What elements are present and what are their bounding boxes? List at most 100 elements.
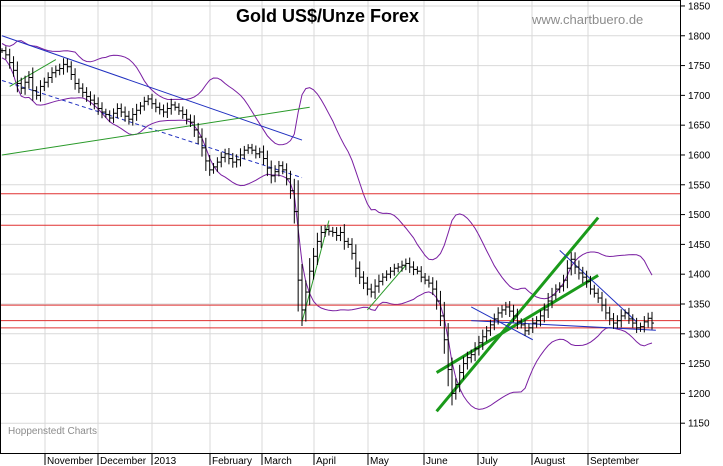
price-bar: [96, 97, 101, 115]
price-bar: [207, 154, 212, 176]
x-tick-label: August: [534, 456, 565, 466]
price-bar: [219, 152, 224, 168]
price-bar: [650, 311, 654, 330]
price-bar: [342, 224, 347, 250]
price-bar: [303, 280, 308, 322]
price-bar: [57, 63, 62, 76]
price-bar: [11, 56, 16, 77]
price-bar: [611, 313, 616, 329]
price-bar: [438, 290, 443, 327]
source-label: Hoppenstedt Charts: [8, 426, 97, 437]
y-axis: 1150 1200 1250 1300 1350 1400 1450 1500 1550 1600…: [680, 1, 711, 430]
price-bar: [357, 261, 362, 285]
price-bar: [323, 225, 328, 237]
x-tick-label: 2013: [154, 456, 177, 466]
price-bar: [534, 316, 539, 328]
price-bar: [196, 122, 201, 145]
price-bar: [415, 266, 420, 275]
price-bar: [569, 252, 574, 276]
x-tick-label: March: [264, 456, 292, 466]
price-bar: [161, 104, 166, 118]
price-bar: [380, 273, 385, 286]
price-bar: [473, 342, 478, 362]
price-bar: [603, 298, 608, 320]
trend-line: [301, 220, 330, 322]
bollinger-lower: [1, 57, 653, 410]
price-bar: [350, 238, 354, 260]
price-bar: [115, 103, 120, 119]
y-tick-label: 1850: [688, 1, 711, 12]
price-bar: [442, 301, 447, 354]
trend-line: [367, 264, 407, 311]
price-bar: [465, 351, 470, 370]
price-bar: [157, 102, 162, 115]
price-bar: [565, 260, 570, 289]
trend-line: [471, 320, 656, 331]
y-tick-label: 1250: [688, 359, 711, 370]
price-bar: [292, 178, 297, 224]
price-bar: [353, 244, 358, 278]
price-bar: [173, 101, 178, 111]
price-bar: [257, 147, 262, 159]
price-bar: [46, 72, 51, 88]
price-bar: [42, 77, 47, 92]
price-bar: [411, 261, 416, 276]
price-bar: [165, 102, 170, 118]
price-bar: [361, 271, 366, 290]
price-bar: [50, 67, 54, 83]
price-bar: [619, 309, 624, 328]
price-bar: [330, 226, 335, 237]
trend-line: [559, 249, 637, 323]
price-bar: [338, 226, 343, 242]
x-tick-label: June: [426, 456, 448, 466]
price-bar: [250, 143, 254, 155]
price-bar: [430, 277, 435, 296]
bollinger-upper: [1, 40, 653, 300]
price-bar: [246, 144, 251, 154]
x-tick-label: December: [100, 456, 147, 466]
price-bar: [211, 163, 216, 174]
x-tick-label: February: [212, 456, 252, 466]
price-bar: [238, 148, 243, 167]
x-tick-label: July: [480, 456, 498, 466]
price-bar: [142, 96, 147, 111]
y-tick-label: 1750: [688, 61, 711, 72]
price-bar: [407, 257, 412, 273]
price-bar: [523, 319, 528, 336]
price-bar: [61, 58, 66, 75]
price-bar: [388, 267, 393, 279]
price-bar: [326, 225, 331, 236]
price-bar: [261, 145, 266, 166]
price-bar: [73, 68, 78, 90]
price-bar: [253, 145, 258, 159]
price-bar: [507, 301, 512, 317]
price-bar: [184, 109, 189, 125]
x-tick-label: April: [316, 456, 336, 466]
price-bar: [596, 288, 601, 303]
price-bar: [311, 247, 316, 280]
price-bar: [469, 349, 474, 363]
price-bar: [480, 329, 485, 350]
y-tick-label: 1400: [688, 270, 711, 281]
price-bar: [450, 357, 454, 406]
price-bar: [634, 317, 639, 334]
trend-line: [1, 79, 303, 179]
plot-frame: [0, 0, 681, 454]
price-bar: [542, 303, 547, 323]
price-bar: [488, 319, 493, 336]
price-bar: [107, 110, 112, 123]
price-bar: [226, 147, 231, 165]
trend-line: [470, 306, 534, 341]
price-bar: [346, 237, 351, 248]
price-bar: [276, 160, 281, 177]
price-bar: [300, 264, 304, 327]
price-bar: [630, 314, 635, 328]
price-bar: [119, 103, 124, 118]
price-bar: [457, 364, 462, 393]
price-bar: [403, 258, 408, 271]
price-bar: [553, 284, 558, 300]
price-bar: [319, 225, 324, 248]
price-bar: [88, 91, 93, 106]
price-bar: [546, 292, 551, 318]
